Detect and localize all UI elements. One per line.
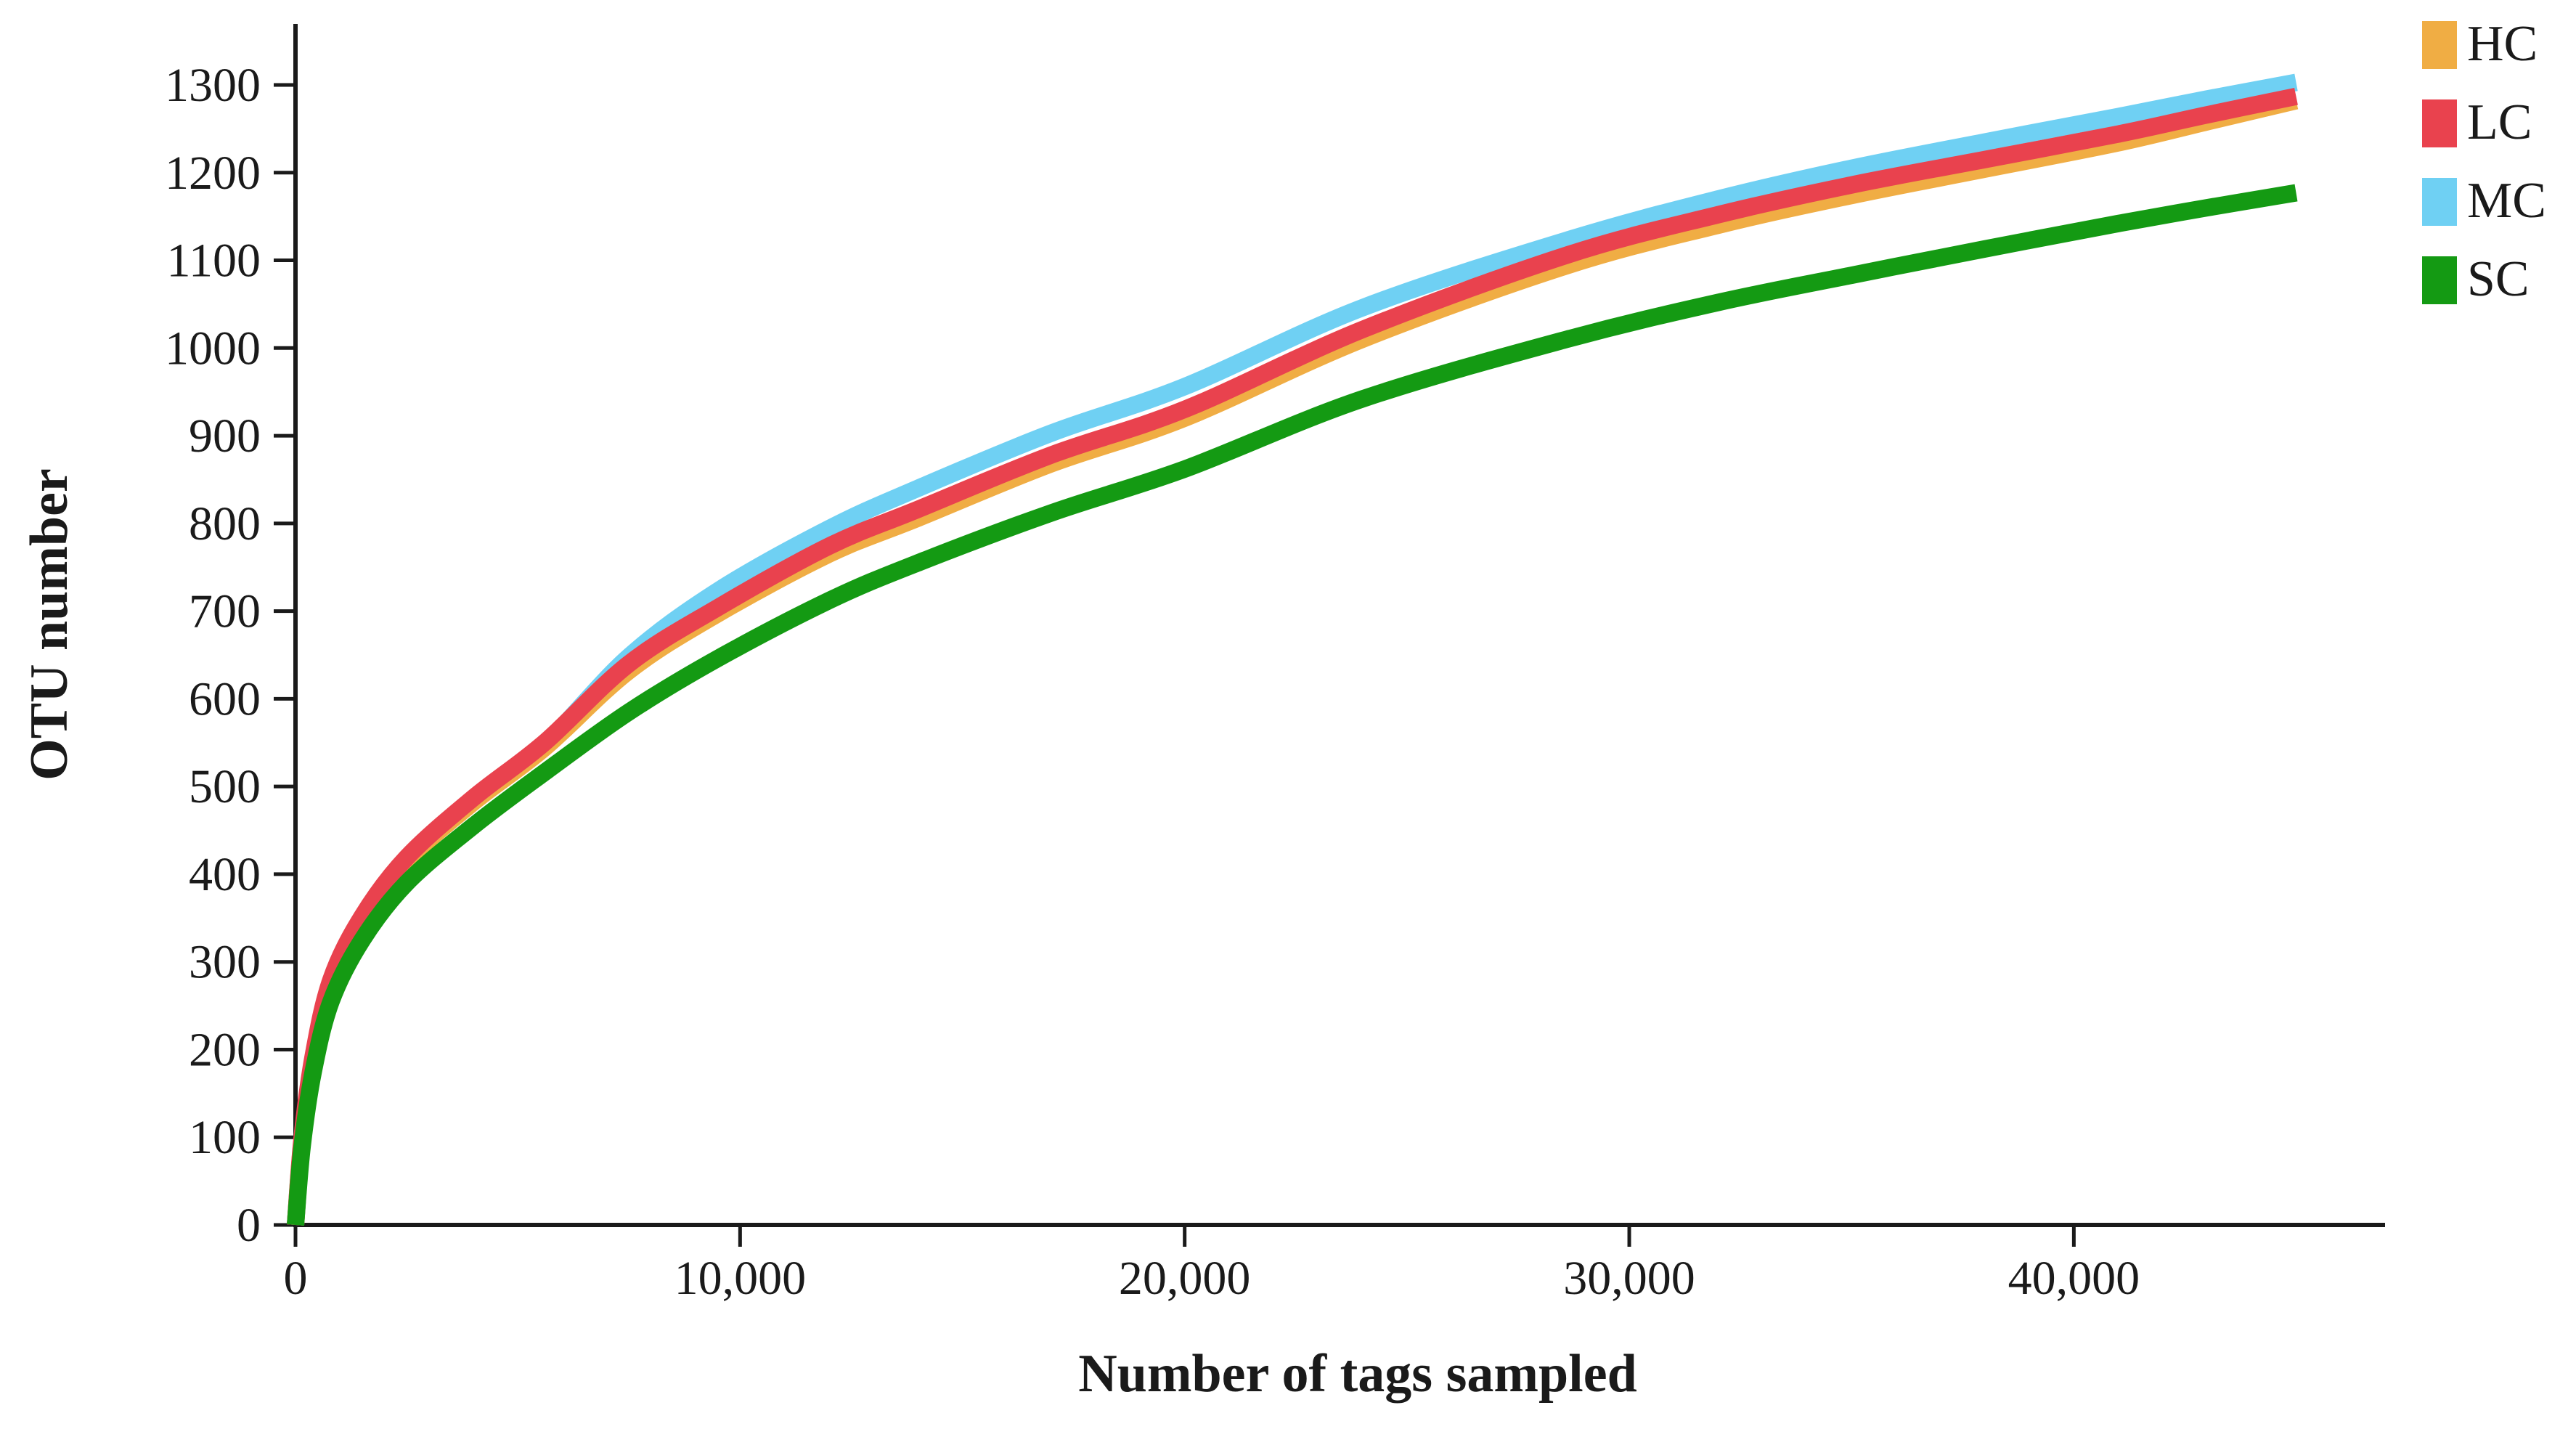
series-line-hc <box>287 92 2299 1226</box>
legend-swatch-sc <box>2422 256 2457 304</box>
y-tick-label: 600 <box>189 672 261 725</box>
y-tick-label: 300 <box>189 936 261 989</box>
y-tick-label: 1200 <box>165 147 261 200</box>
y-tick-label: 1100 <box>166 235 261 288</box>
legend-label-mc: MC <box>2467 173 2546 229</box>
y-tick-label: 1000 <box>165 322 261 375</box>
legend-swatch-mc <box>2422 178 2457 226</box>
y-tick-label: 200 <box>189 1023 261 1076</box>
y-tick-label: 0 <box>237 1199 261 1252</box>
legend-item-sc: SC <box>2422 251 2530 307</box>
legend-label-hc: HC <box>2467 16 2538 72</box>
y-tick-label: 1300 <box>165 59 261 112</box>
series-line-lc <box>287 87 2298 1226</box>
y-tick-label: 500 <box>189 760 261 813</box>
y-tick-label: 900 <box>189 410 261 463</box>
x-tick-label: 10,000 <box>674 1252 807 1305</box>
y-tick-label: 700 <box>189 585 261 638</box>
legend-item-mc: MC <box>2422 173 2546 229</box>
y-tick-label: 800 <box>189 497 261 550</box>
x-tick-label: 20,000 <box>1119 1252 1251 1305</box>
legend-item-hc: HC <box>2422 16 2538 72</box>
axes: 0 100 200 300 400 500 600 700 800 900 1000 1100 1200… <box>165 24 2385 1305</box>
y-axis-title: OTU number <box>20 468 79 781</box>
legend-item-lc: LC <box>2422 94 2532 150</box>
legend-swatch-lc <box>2422 99 2457 147</box>
legend: HC LC MC SC <box>2422 16 2546 307</box>
legend-label-sc: SC <box>2467 251 2530 307</box>
legend-swatch-hc <box>2422 21 2457 69</box>
x-tick-label: 40,000 <box>2008 1252 2140 1305</box>
y-tick-label: 100 <box>189 1111 261 1164</box>
series-lines <box>287 73 2299 1226</box>
legend-label-lc: LC <box>2467 94 2532 150</box>
x-tick-label: 30,000 <box>1563 1252 1695 1305</box>
y-tick-label: 400 <box>189 848 261 901</box>
x-tick-label: 0 <box>284 1252 308 1305</box>
x-axis-title: Number of tags sampled <box>1078 1344 1637 1404</box>
series-line-sc <box>287 184 2298 1226</box>
